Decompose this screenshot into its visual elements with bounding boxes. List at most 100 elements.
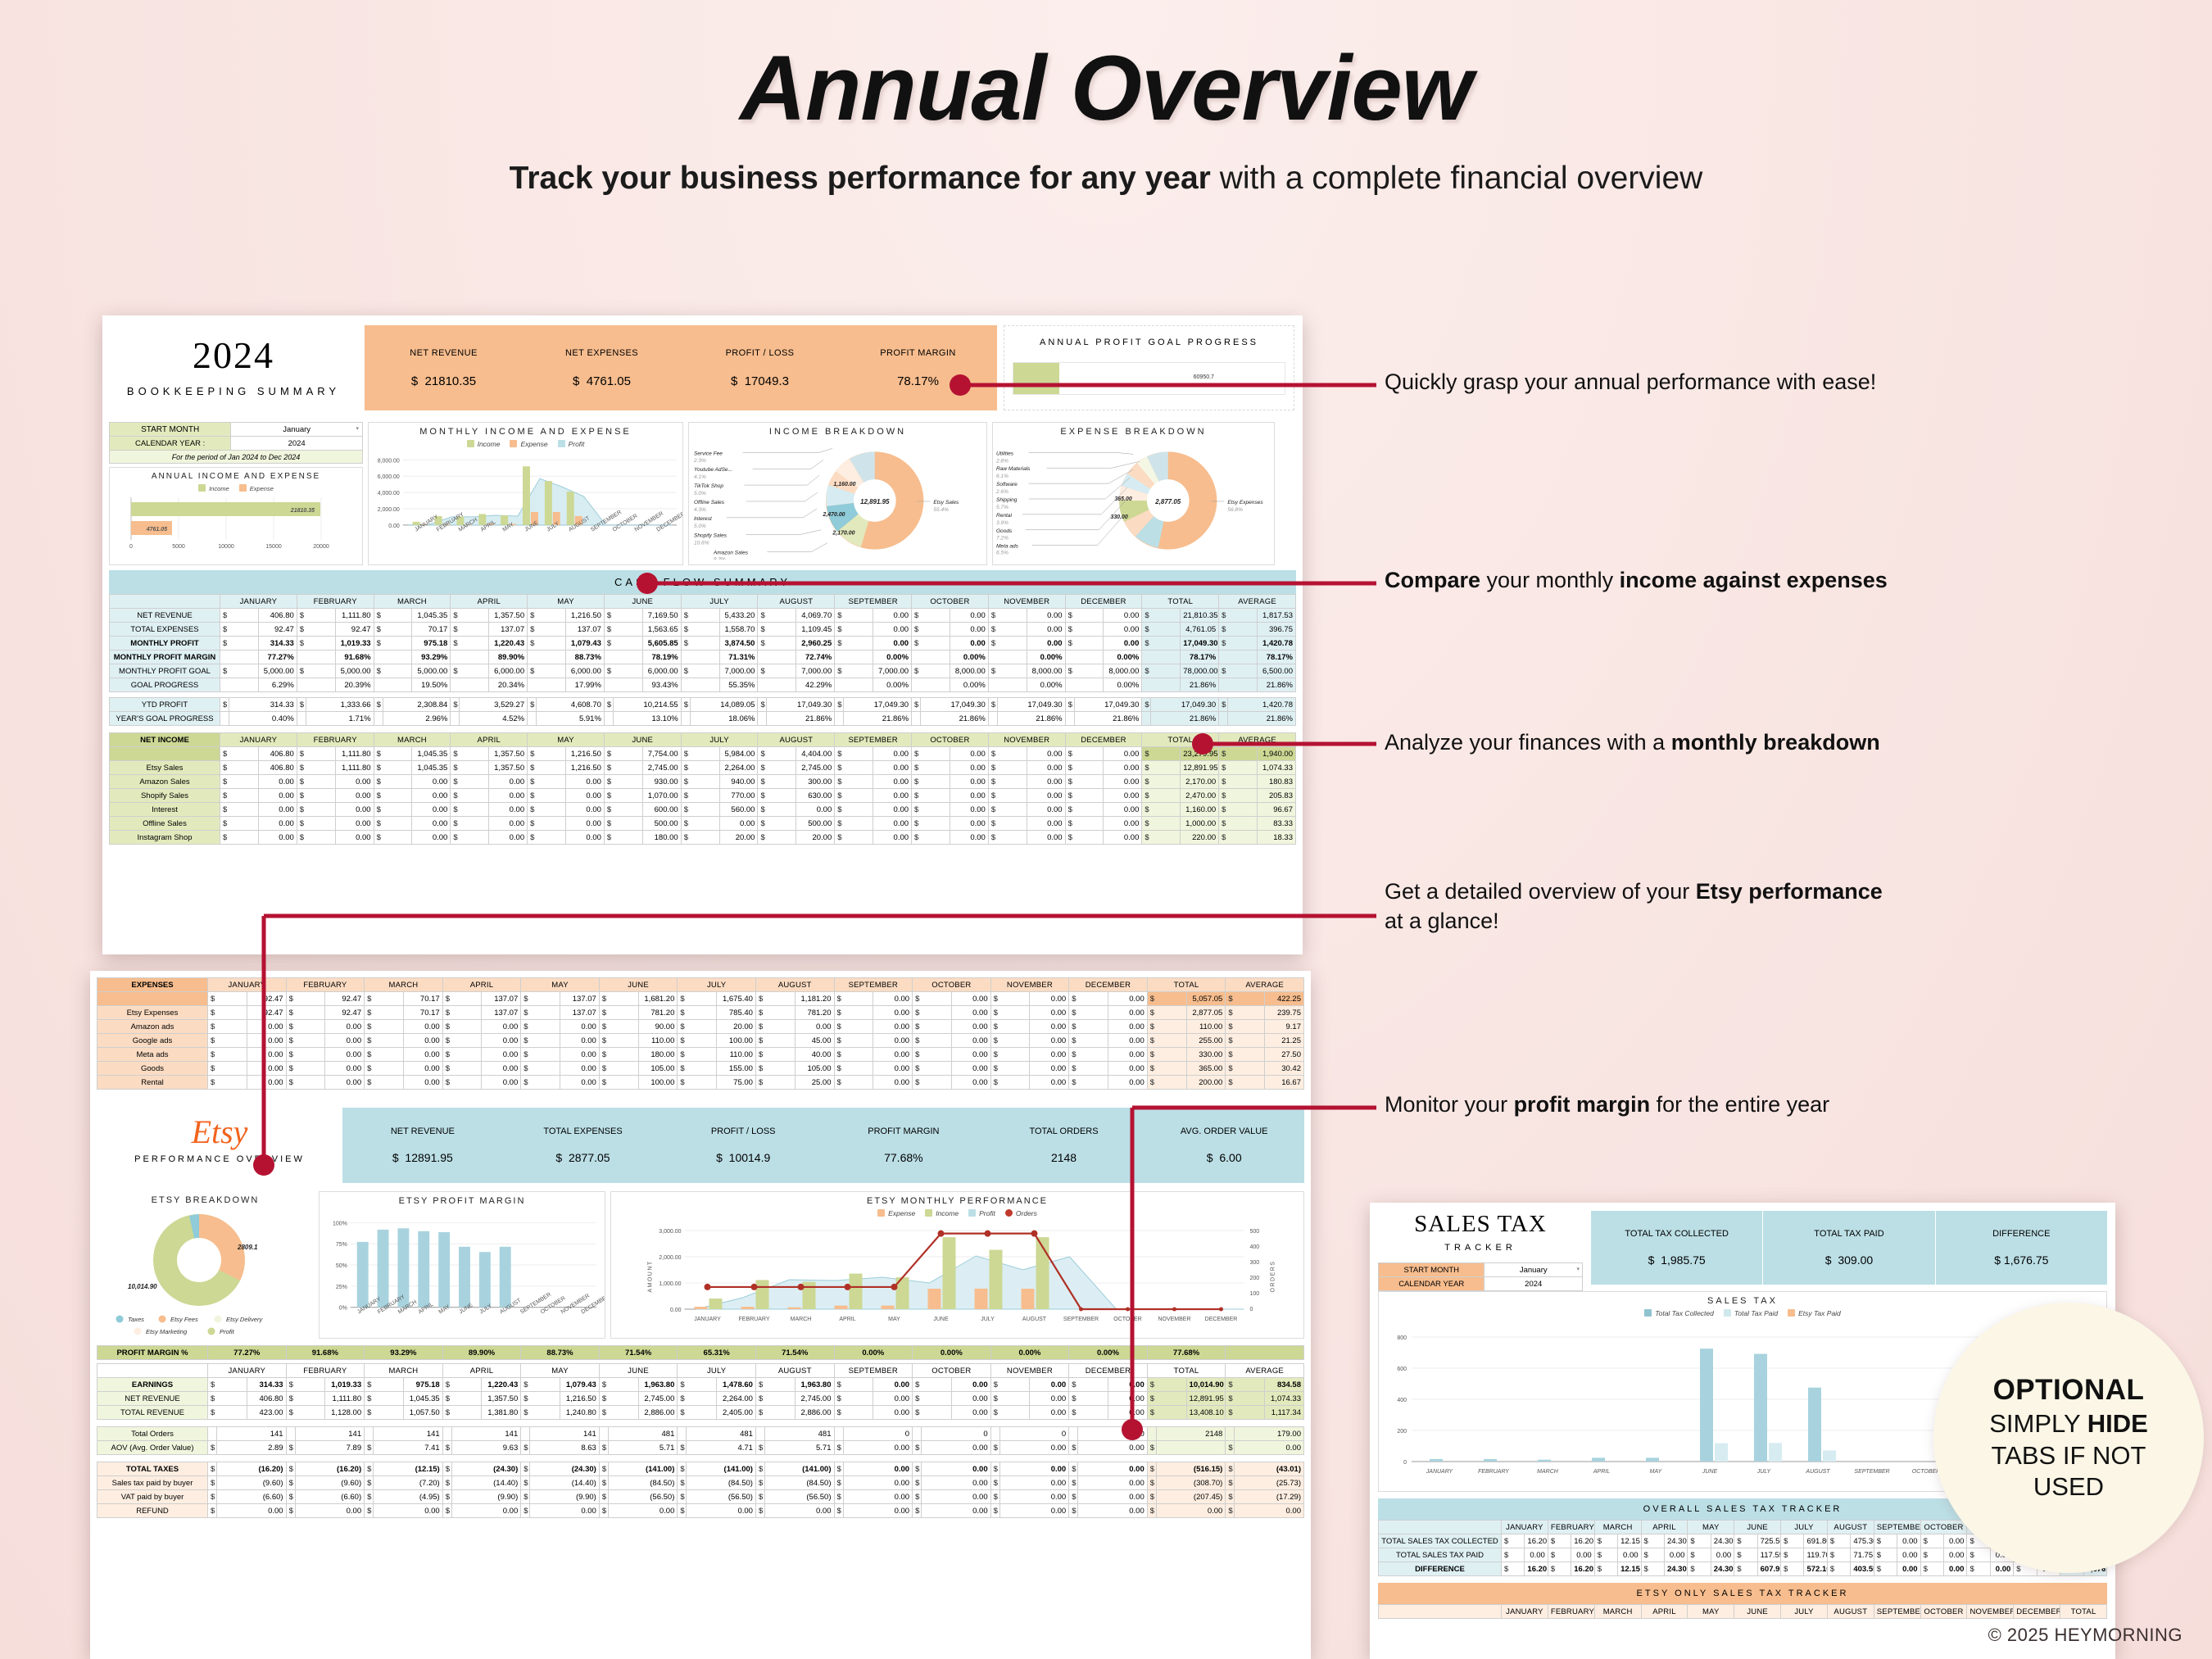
- table-cell[interactable]: 1,240.80: [560, 1405, 600, 1420]
- table-row[interactable]: $406.80 $1,111.80 $1,045.35 $1,357.50 $1,216…: [109, 746, 1296, 761]
- table-cell[interactable]: 0.00: [257, 816, 297, 831]
- table-cell[interactable]: 14,089.05: [689, 697, 759, 712]
- table-row[interactable]: TOTAL TAXES $ (16.20) $ (16.20) $ (12.15) $ (24.…: [97, 1462, 1304, 1476]
- table-cell[interactable]: 78.19%: [641, 650, 682, 664]
- table-cell[interactable]: 0.00: [402, 1047, 443, 1062]
- table-cell[interactable]: 0.00: [873, 1061, 913, 1076]
- table-row[interactable]: EARNINGS $314.33 $1,019.33 $975.18 $1,220.43…: [97, 1377, 1304, 1392]
- table-cell[interactable]: 0.00: [949, 802, 989, 817]
- table-cell[interactable]: (56.50): [686, 1489, 756, 1504]
- table-cell[interactable]: 0.00: [402, 1075, 443, 1090]
- table-cell[interactable]: 940.00: [718, 774, 759, 789]
- table-cell[interactable]: 0.00%: [949, 678, 989, 692]
- table-cell[interactable]: 21.86%: [1150, 711, 1220, 726]
- table-cell[interactable]: 406.80: [257, 746, 297, 761]
- table-cell[interactable]: 89.90%: [442, 1345, 522, 1360]
- table-row[interactable]: PROFIT MARGIN % 77.27% 91.68% 93.29% 89.90% 8…: [97, 1345, 1304, 1360]
- table-cell[interactable]: 2,170.00: [1180, 774, 1220, 789]
- table-cell[interactable]: 0.00: [873, 1005, 913, 1020]
- table-cell[interactable]: 422.25: [1264, 991, 1304, 1006]
- table-row[interactable]: Interest $0.00 $0.00 $0.00 $0.00 $0.00 $600.00…: [109, 802, 1296, 817]
- table-row[interactable]: MONTHLY PROFIT MARGIN 77.27% 91.68% 93.29% 8…: [109, 650, 1296, 664]
- table-row[interactable]: Etsy Sales $406.80 $1,111.80 $1,045.35 $1,35…: [109, 760, 1296, 775]
- table-cell[interactable]: 0.00: [1617, 1548, 1642, 1562]
- table-row[interactable]: YEAR'S GOAL PROGRESS 0.40% 1.71% 2.96% 4.52%…: [109, 711, 1296, 726]
- table-cell[interactable]: (24.30): [451, 1462, 522, 1476]
- table-cell[interactable]: 17,049.30: [1180, 636, 1220, 650]
- table-cell[interactable]: 0.00: [1943, 1534, 1968, 1548]
- table-cell[interactable]: 0.00: [873, 802, 913, 817]
- table-row[interactable]: Amazon ads $0.00 $0.00 $0.00 $0.00 $0.00 $90.0…: [97, 1019, 1304, 1034]
- table-cell[interactable]: 6,000.00: [488, 664, 528, 678]
- table-cell[interactable]: 0.40%: [229, 711, 297, 726]
- table-cell[interactable]: 0.00: [1107, 1075, 1148, 1090]
- table-cell[interactable]: 7.89: [294, 1440, 365, 1455]
- table-cell[interactable]: 300.00: [796, 774, 836, 789]
- table-cell[interactable]: 0.00: [565, 816, 605, 831]
- table-cell[interactable]: (141.00): [607, 1462, 678, 1476]
- table-cell[interactable]: 0.00: [873, 774, 913, 789]
- table-cell[interactable]: 1,111.80: [324, 1391, 365, 1406]
- table-cell[interactable]: 0.00: [1029, 1391, 1070, 1406]
- table-cell[interactable]: 0.00: [950, 1075, 991, 1090]
- table-cell[interactable]: 1,045.35: [411, 608, 451, 623]
- table-cell[interactable]: 0.00%: [1026, 650, 1066, 664]
- table-cell[interactable]: 781.20: [794, 1005, 835, 1020]
- table-cell[interactable]: 0.00: [950, 1405, 991, 1420]
- table-cell[interactable]: 1,681.20: [637, 991, 678, 1006]
- table-cell[interactable]: 403.55: [1850, 1562, 1874, 1576]
- table-cell[interactable]: 314.33: [246, 1377, 287, 1392]
- table-cell[interactable]: 92.47: [257, 622, 297, 637]
- table-cell[interactable]: 3,874.50: [718, 636, 759, 650]
- table-cell[interactable]: 8,000.00: [1103, 664, 1143, 678]
- table-cell[interactable]: 0.00: [402, 1019, 443, 1034]
- table-cell[interactable]: 4,608.70: [536, 697, 605, 712]
- table-cell[interactable]: 0.00: [873, 991, 913, 1006]
- table-cell[interactable]: 0.00: [873, 1033, 913, 1048]
- table-cell[interactable]: 5,000.00: [411, 664, 451, 678]
- table-cell[interactable]: 0.00: [873, 608, 913, 623]
- table-cell[interactable]: 117.55: [1756, 1548, 1782, 1562]
- table-cell[interactable]: 2,308.84: [382, 697, 451, 712]
- table-cell[interactable]: 17.99%: [565, 678, 605, 692]
- table-cell[interactable]: 141: [373, 1426, 443, 1441]
- table-cell[interactable]: 25.00: [794, 1075, 835, 1090]
- table-cell[interactable]: 1,963.80: [637, 1377, 678, 1392]
- table-cell[interactable]: 1,057.50: [402, 1405, 443, 1420]
- table-cell[interactable]: 20.00: [796, 830, 836, 845]
- table-cell[interactable]: 500.00: [796, 816, 836, 831]
- table-cell[interactable]: 200.00: [1185, 1075, 1226, 1090]
- table-cell[interactable]: (25.73): [1234, 1475, 1304, 1490]
- table-cell[interactable]: 78.17%: [1257, 650, 1296, 664]
- table-cell[interactable]: 16.20: [1524, 1534, 1548, 1548]
- table-cell[interactable]: 0.00: [842, 1489, 913, 1504]
- table-cell[interactable]: 5,000.00: [257, 664, 297, 678]
- table-cell[interactable]: 17,049.30: [1073, 697, 1143, 712]
- table-cell[interactable]: 0.00: [1103, 622, 1143, 637]
- table-cell[interactable]: 0.00: [873, 1405, 913, 1420]
- table-cell[interactable]: 137.07: [488, 622, 528, 637]
- table-cell[interactable]: 0: [1077, 1426, 1148, 1441]
- table-cell[interactable]: 91.68%: [334, 650, 374, 664]
- table-cell[interactable]: 10,214.55: [612, 697, 682, 712]
- table-cell[interactable]: 83.33: [1257, 816, 1296, 831]
- table-cell[interactable]: 0.00: [1026, 816, 1066, 831]
- table-cell[interactable]: 1,045.35: [402, 1391, 443, 1406]
- table-cell[interactable]: 0.00: [411, 830, 451, 845]
- table-row[interactable]: $92.47 $92.47 $70.17 $137.07 $137.07 $1,681.2…: [97, 991, 1304, 1006]
- table-cell[interactable]: 77.27%: [207, 1345, 287, 1360]
- table-cell[interactable]: 16.67: [1264, 1075, 1304, 1090]
- table-cell[interactable]: 781.20: [637, 1005, 678, 1020]
- table-cell[interactable]: 0.00: [1029, 1061, 1070, 1076]
- table-cell[interactable]: 0.00: [873, 788, 913, 803]
- table-cell[interactable]: 0.00: [324, 1075, 365, 1090]
- table-cell[interactable]: 91.68%: [285, 1345, 365, 1360]
- table-cell[interactable]: 0.00: [1103, 830, 1143, 845]
- table-cell[interactable]: 65.31%: [677, 1345, 756, 1360]
- table-cell[interactable]: 27.50: [1264, 1047, 1304, 1062]
- table-cell[interactable]: 1,074.33: [1257, 760, 1296, 775]
- table-cell[interactable]: 1,109.45: [796, 622, 836, 637]
- table-cell[interactable]: 0.00: [999, 1475, 1070, 1490]
- table-cell[interactable]: 0.00: [246, 1033, 287, 1048]
- table-cell[interactable]: 0.00: [411, 816, 451, 831]
